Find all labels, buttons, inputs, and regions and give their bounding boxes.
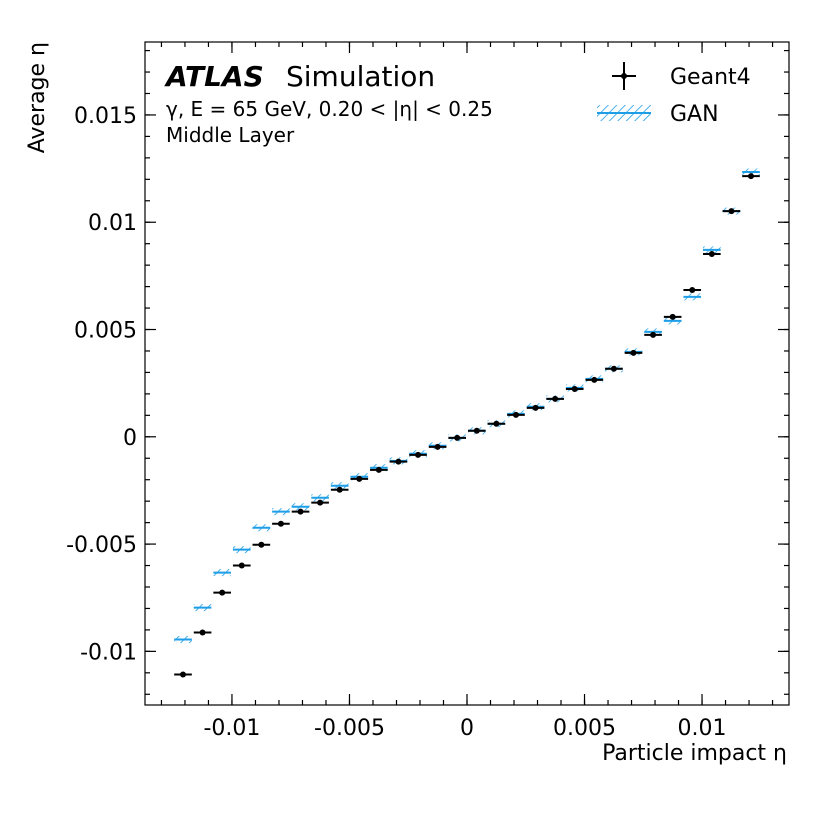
geant4-point <box>219 589 226 596</box>
subtitle: Middle Layer <box>166 123 295 147</box>
x-tick-label: -0.01 <box>203 716 260 741</box>
geant4-point <box>336 486 343 493</box>
geant4-point <box>610 365 617 372</box>
geant4-point <box>669 313 676 320</box>
x-axis-label: Particle impact η <box>602 741 787 766</box>
geant4-point <box>199 629 206 636</box>
geant4-point <box>375 466 382 473</box>
geant4-point <box>512 411 519 418</box>
geant4-point <box>630 349 637 356</box>
geant4-point <box>650 331 657 338</box>
y-tick-label: -0.005 <box>66 533 137 558</box>
experiment-label: Simulation <box>286 60 435 93</box>
geant4-point <box>434 443 441 450</box>
geant4-point <box>415 451 422 458</box>
geant4-point <box>493 420 500 427</box>
geant4-point <box>591 376 598 383</box>
geant4-point <box>395 458 402 465</box>
legend-label: Geant4 <box>670 65 751 90</box>
geant4-point <box>747 173 754 180</box>
geant4-point <box>552 395 559 402</box>
x-tick-label: 0.005 <box>553 716 616 741</box>
subtitle: γ, E = 65 GeV, 0.20 < |η| < 0.25 <box>166 97 493 121</box>
y-tick-label: 0 <box>123 426 137 451</box>
legend-marker <box>621 73 627 79</box>
geant4-point <box>689 287 696 294</box>
geant4-point <box>238 562 245 569</box>
y-tick-label: 0.01 <box>88 211 137 236</box>
geant4-point <box>297 508 304 515</box>
x-tick-label: 0 <box>460 716 474 741</box>
geant4-point <box>532 404 539 411</box>
y-tick-label: 0.015 <box>74 104 137 129</box>
geant4-point <box>708 250 715 257</box>
y-axis-label: Average η <box>25 42 50 153</box>
legend-label: GAN <box>670 102 719 127</box>
y-tick-label: 0.005 <box>74 319 137 344</box>
geant4-point <box>454 434 461 441</box>
y-tick-label: -0.01 <box>80 640 137 665</box>
geant4-point <box>728 208 735 215</box>
experiment: ATLAS <box>164 60 264 93</box>
geant4-point <box>356 475 363 482</box>
geant4-point <box>317 499 324 506</box>
x-tick-label: -0.005 <box>314 716 385 741</box>
geant4-point <box>180 671 187 678</box>
geant4-point <box>473 427 480 434</box>
geant4-point <box>277 520 284 527</box>
geant4-point <box>258 541 265 548</box>
x-tick-label: 0.01 <box>678 716 727 741</box>
geant4-point <box>571 385 578 392</box>
